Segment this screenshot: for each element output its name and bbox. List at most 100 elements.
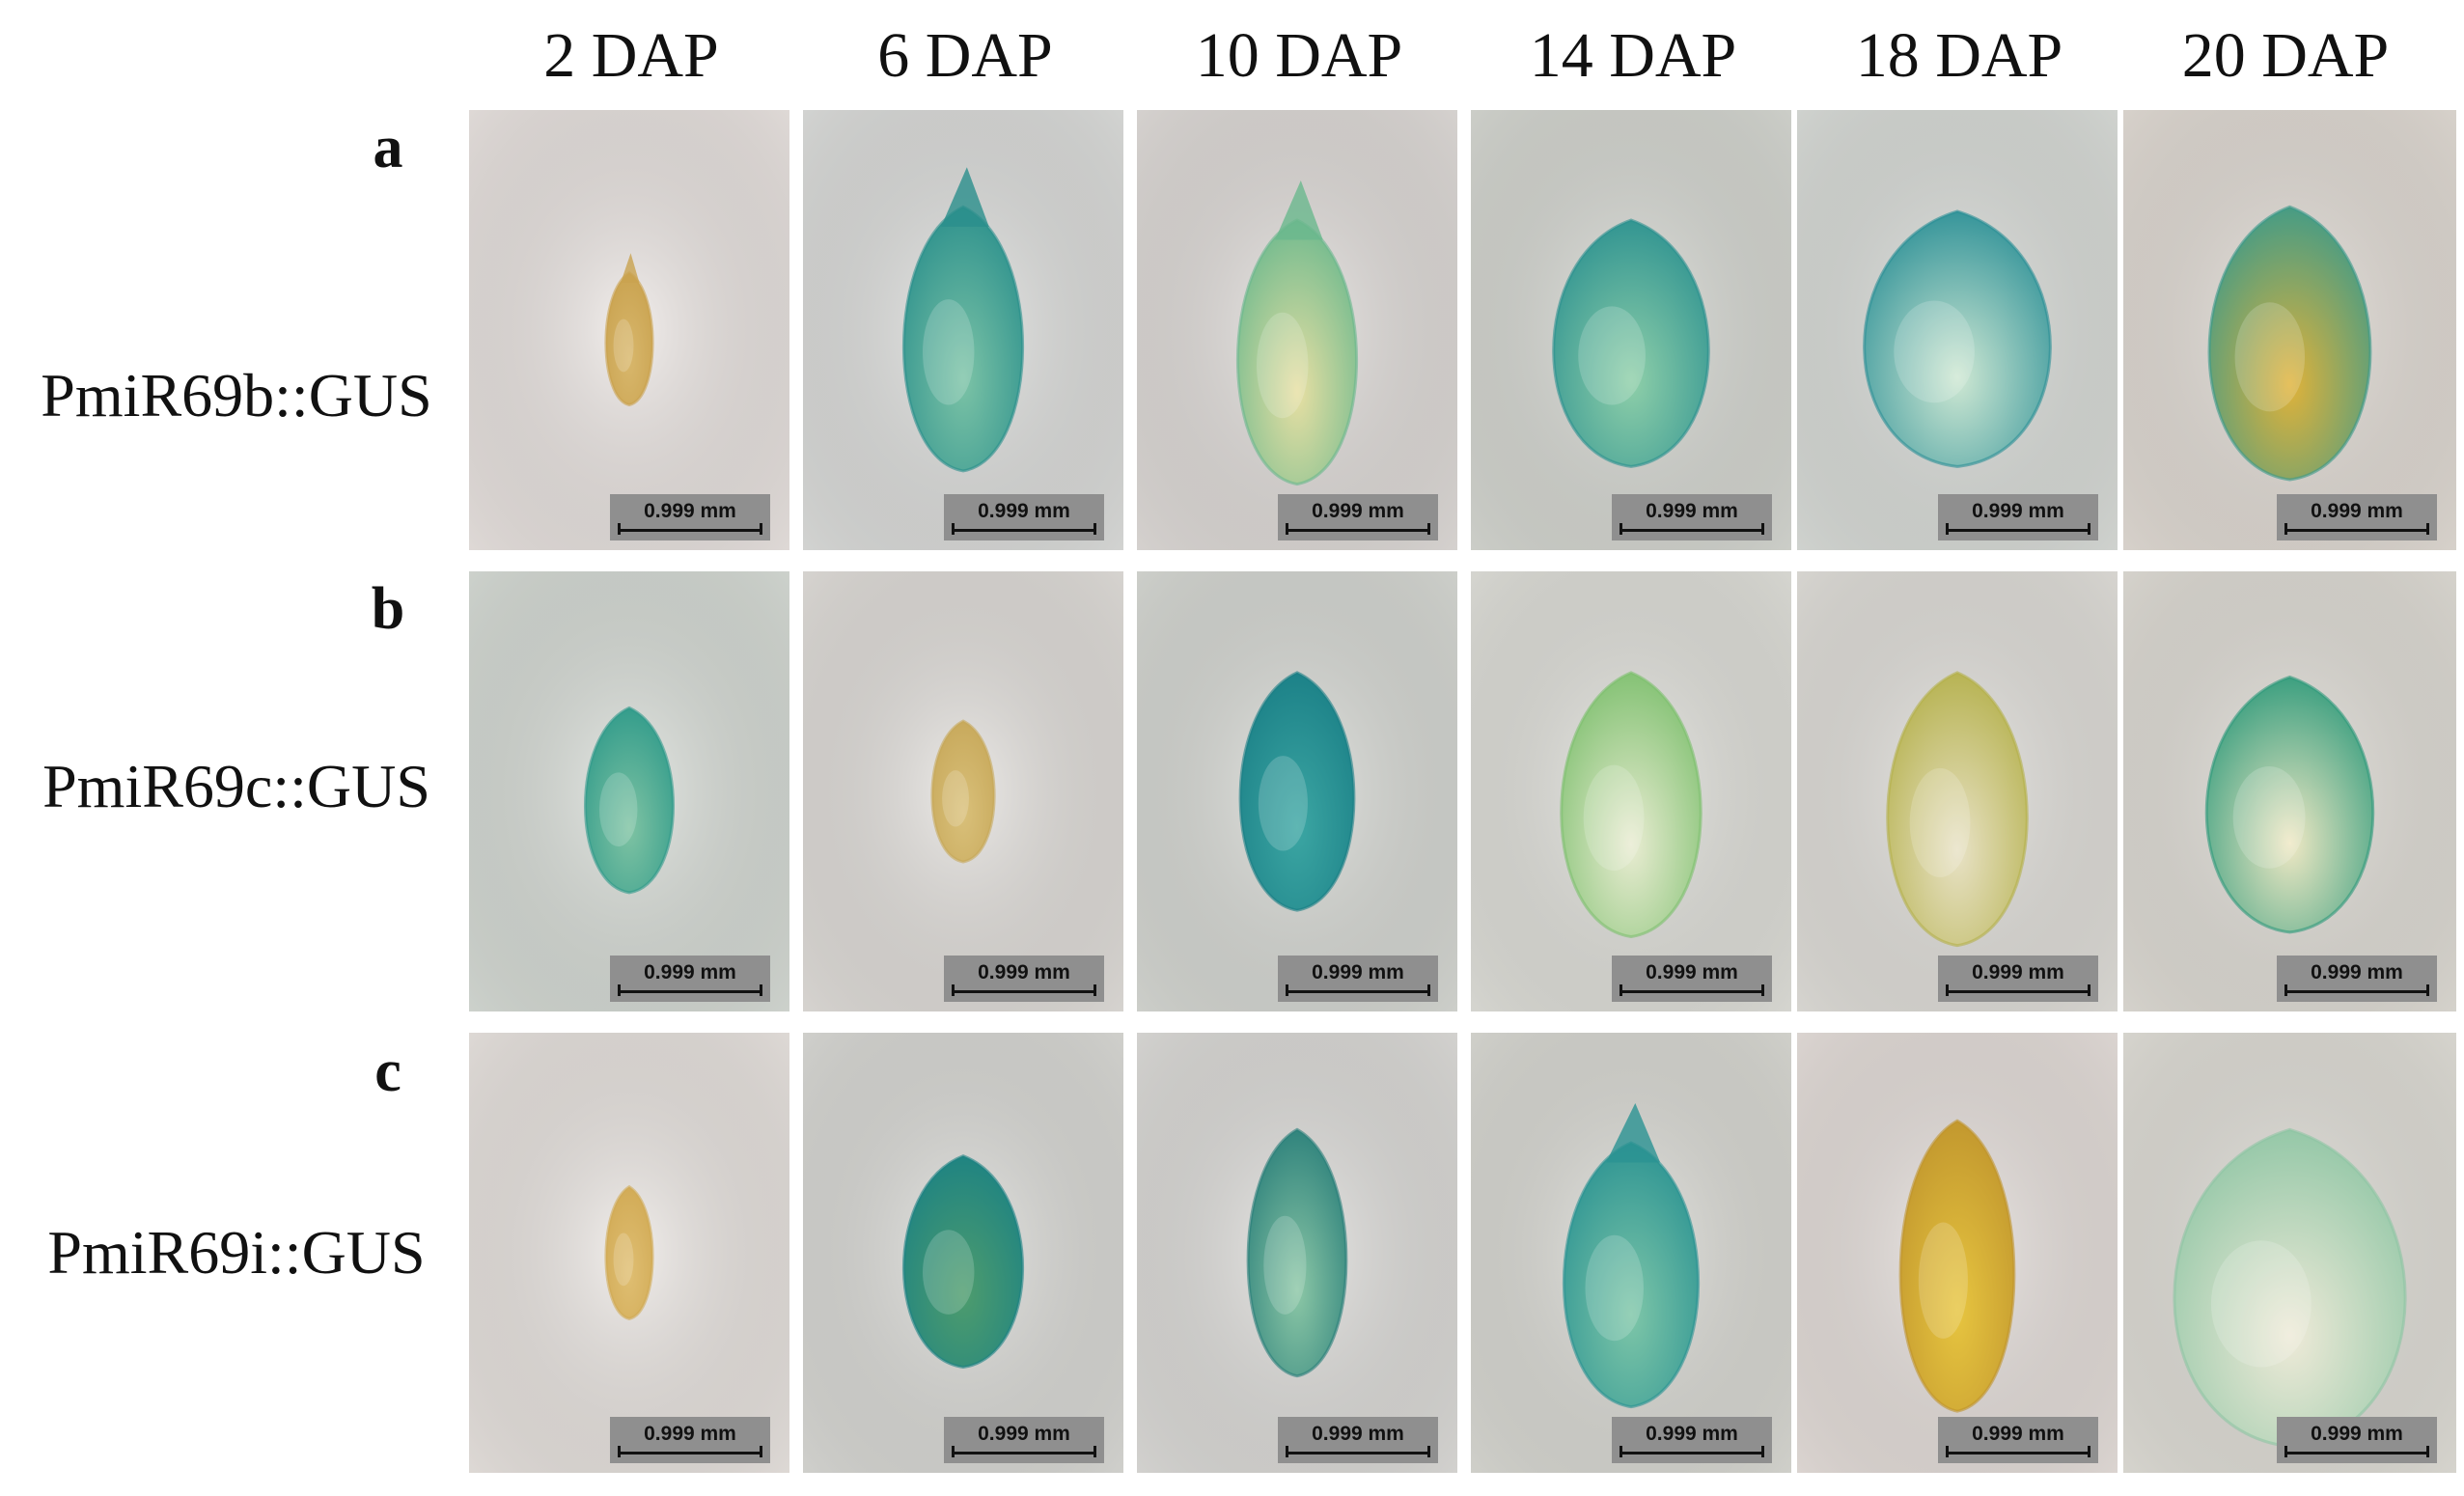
scale-bar: 0.999 mm xyxy=(2277,494,2437,540)
scale-bar-line xyxy=(1620,529,1764,532)
scale-bar-label: 0.999 mm xyxy=(1312,500,1404,522)
scale-bar-line xyxy=(952,523,955,535)
scale-bar-label: 0.999 mm xyxy=(2311,500,2403,522)
scale-bar: 0.999 mm xyxy=(1278,494,1438,540)
scale-bar: 0.999 mm xyxy=(1938,1417,2098,1463)
scale-bar-label: 0.999 mm xyxy=(1972,961,2064,983)
seed-shape xyxy=(1560,671,1703,938)
scale-bar-line xyxy=(1620,523,1622,535)
seed-shape xyxy=(2207,205,2372,482)
scale-bar-line xyxy=(1427,523,1430,535)
seed-photo-r1c2: 0.999 mm xyxy=(803,110,1123,550)
seed-photo-r2c4: 0.999 mm xyxy=(1471,571,1791,1011)
seed-photo-r3c6: 0.999 mm xyxy=(2123,1033,2456,1473)
scale-bar-label: 0.999 mm xyxy=(644,1423,736,1445)
scale-bar-label: 0.999 mm xyxy=(2311,1423,2403,1445)
scale-bar-line xyxy=(1620,1452,1764,1454)
seed-highlight xyxy=(2210,1240,2312,1368)
scale-bar-line xyxy=(2426,523,2429,535)
seed-highlight xyxy=(1578,306,1646,405)
scale-bar: 0.999 mm xyxy=(610,494,770,540)
seed-image xyxy=(2123,110,2456,550)
scale-bar-line xyxy=(2284,1452,2429,1454)
scale-bar-line xyxy=(618,1446,621,1457)
seed-image xyxy=(1797,571,2118,1011)
seed-image xyxy=(1137,110,1457,550)
column-header-5: 18 DAP xyxy=(1855,20,2063,91)
seed-tip xyxy=(1606,1102,1661,1163)
seed-highlight xyxy=(1585,1234,1644,1342)
scale-bar-label: 0.999 mm xyxy=(1646,961,1738,983)
seed-shape xyxy=(604,270,654,407)
seed-shape xyxy=(1238,671,1356,912)
scale-bar-line xyxy=(1286,1446,1288,1457)
scale-bar-line xyxy=(952,990,1096,993)
scale-bar-line xyxy=(1094,1446,1096,1457)
scale-bar-label: 0.999 mm xyxy=(1312,961,1404,983)
scale-bar-line xyxy=(2284,984,2287,996)
scale-bar: 0.999 mm xyxy=(2277,1417,2437,1463)
column-header-2: 6 DAP xyxy=(877,20,1053,91)
scale-bar: 0.999 mm xyxy=(1278,1417,1438,1463)
scale-bar: 0.999 mm xyxy=(610,1417,770,1463)
seed-shape xyxy=(1552,218,1710,468)
scale-bar: 0.999 mm xyxy=(1938,956,2098,1002)
scale-bar-line xyxy=(2088,1446,2090,1457)
seed-shape xyxy=(930,719,996,864)
scale-bar: 0.999 mm xyxy=(944,494,1104,540)
scale-bar-line xyxy=(1761,523,1764,535)
scale-bar-line xyxy=(1427,1446,1430,1457)
seed-photo-r3c1: 0.999 mm xyxy=(469,1033,789,1473)
seed-shape xyxy=(902,1154,1024,1370)
seed-photo-r3c3: 0.999 mm xyxy=(1137,1033,1457,1473)
scale-bar-line xyxy=(952,1446,955,1457)
scale-bar-label: 0.999 mm xyxy=(644,961,736,983)
scale-bar: 0.999 mm xyxy=(610,956,770,1002)
seed-highlight xyxy=(2234,302,2306,412)
scale-bar-line xyxy=(1946,523,1949,535)
scale-bar-line xyxy=(1946,990,2090,993)
seed-photo-r1c4: 0.999 mm xyxy=(1471,110,1791,550)
scale-bar-line xyxy=(618,990,762,993)
seed-shape xyxy=(584,706,675,895)
scale-bar-line xyxy=(1946,984,1949,996)
seed-image xyxy=(469,571,789,1011)
seed-highlight xyxy=(1257,312,1309,419)
scale-bar-line xyxy=(2284,990,2429,993)
scale-bar-line xyxy=(1620,984,1622,996)
scale-bar: 0.999 mm xyxy=(1612,494,1772,540)
scale-bar: 0.999 mm xyxy=(1278,956,1438,1002)
seed-image xyxy=(469,110,789,550)
scale-bar-line xyxy=(1946,529,2090,532)
column-header-3: 10 DAP xyxy=(1195,20,1403,91)
seed-shape xyxy=(1898,1119,2016,1413)
seed-highlight xyxy=(1583,764,1645,872)
scale-bar-line xyxy=(760,984,762,996)
seed-highlight xyxy=(1894,300,1975,403)
scale-bar-label: 0.999 mm xyxy=(1312,1423,1404,1445)
column-header-6: 20 DAP xyxy=(2181,20,2390,91)
seed-photo-r3c5: 0.999 mm xyxy=(1797,1033,2118,1473)
scale-bar-line xyxy=(1094,984,1096,996)
seed-image xyxy=(1471,571,1791,1011)
scale-bar-line xyxy=(1761,984,1764,996)
seed-photo-r1c1: 0.999 mm xyxy=(469,110,789,550)
scale-bar-label: 0.999 mm xyxy=(978,1423,1070,1445)
scale-bar-label: 0.999 mm xyxy=(1972,500,2064,522)
scale-bar-label: 0.999 mm xyxy=(978,961,1070,983)
seed-photo-r1c3: 0.999 mm xyxy=(1137,110,1457,550)
seed-image xyxy=(1797,110,2118,550)
seed-tip xyxy=(1275,180,1323,240)
scale-bar: 0.999 mm xyxy=(944,1417,1104,1463)
seed-tip xyxy=(621,253,640,283)
scale-bar-label: 0.999 mm xyxy=(978,500,1070,522)
seed-image xyxy=(1797,1033,2118,1473)
scale-bar-line xyxy=(1620,1446,1622,1457)
scale-bar-line xyxy=(1946,1446,1949,1457)
seed-highlight xyxy=(1918,1222,1968,1339)
seed-highlight xyxy=(1258,756,1308,851)
scale-bar: 0.999 mm xyxy=(1938,494,2098,540)
scale-bar-line xyxy=(1286,984,1288,996)
seed-highlight xyxy=(613,1233,634,1287)
seed-photo-r2c5: 0.999 mm xyxy=(1797,571,2118,1011)
